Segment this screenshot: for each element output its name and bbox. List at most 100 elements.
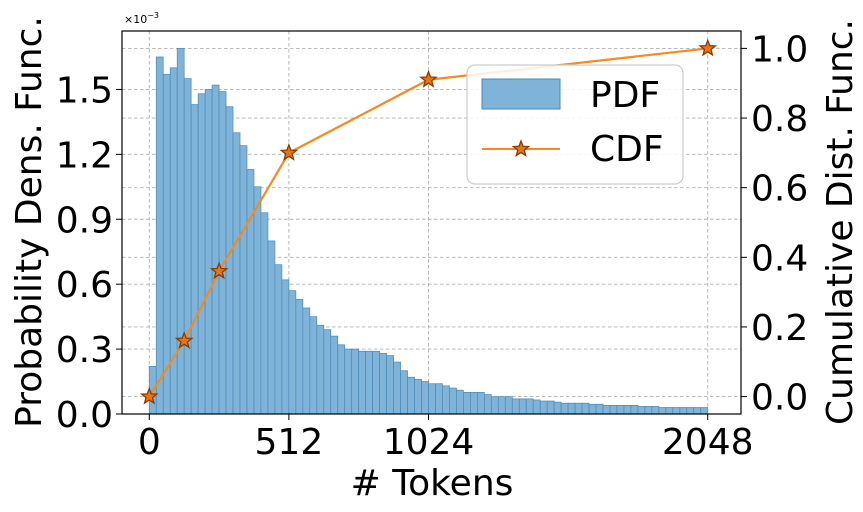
pdf-bar bbox=[616, 404, 625, 415]
pdf-bar bbox=[456, 389, 464, 415]
y-right-axis-label: Cumulative Dist. Func. bbox=[820, 19, 861, 425]
pdf-bar bbox=[323, 329, 332, 415]
pdf-bar bbox=[211, 84, 220, 415]
pdf-bar bbox=[414, 379, 422, 415]
x-tick-label: 2048 bbox=[662, 422, 754, 463]
pdf-bar bbox=[665, 407, 674, 415]
pdf-bar bbox=[155, 56, 164, 415]
pdf-bar bbox=[435, 383, 443, 415]
pdf-bar bbox=[386, 355, 394, 415]
pdf-bar bbox=[330, 335, 339, 415]
pdf-bar bbox=[483, 394, 492, 415]
pdf-bar bbox=[602, 404, 611, 415]
pdf-bar bbox=[490, 396, 499, 415]
pdf-bar bbox=[470, 392, 478, 415]
pdf-bar bbox=[477, 392, 485, 415]
pdf-bar bbox=[658, 407, 667, 415]
pdf-bar bbox=[183, 78, 192, 415]
x-axis-label: # Tokens bbox=[351, 463, 514, 504]
pdf-bar bbox=[176, 47, 185, 415]
pdf-bar bbox=[274, 264, 283, 415]
x-axis: 0 512 1024 2048 bbox=[138, 414, 754, 463]
y-left-axis-label: Probability Dens. Func. bbox=[9, 16, 50, 428]
y-right-tick-label: 0.0 bbox=[751, 378, 808, 419]
legend-pdf-label: PDF bbox=[590, 75, 660, 116]
pdf-bar bbox=[644, 406, 653, 415]
pdf-bar bbox=[581, 402, 590, 415]
y-left-tick-label: 0.6 bbox=[56, 265, 113, 306]
x-tick-label: 1024 bbox=[383, 422, 475, 463]
pdf-bar bbox=[351, 348, 360, 415]
pdf-bar bbox=[358, 350, 367, 415]
left-axis-multiplier: ×10−3 bbox=[124, 11, 159, 26]
cdf-point bbox=[698, 38, 718, 57]
cdf-point bbox=[279, 143, 299, 161]
legend-cdf-marker bbox=[511, 139, 531, 157]
pdf-bar bbox=[560, 402, 569, 415]
pdf-bar bbox=[518, 398, 527, 415]
y-right-tick-label: 0.8 bbox=[751, 99, 808, 140]
cdf-point bbox=[209, 261, 229, 280]
pdf-bar bbox=[267, 240, 276, 415]
pdf-bar bbox=[511, 398, 520, 415]
y-right-tick-label: 0.2 bbox=[751, 308, 808, 349]
pdf-bar bbox=[204, 89, 213, 415]
pdf-bar bbox=[567, 402, 576, 415]
pdf-bar bbox=[407, 376, 415, 415]
pdf-bar bbox=[421, 381, 429, 415]
y-left-tick-label: 0.3 bbox=[56, 330, 113, 371]
pdf-bar bbox=[246, 169, 255, 415]
pdf-bar bbox=[239, 145, 248, 415]
pdf-bar bbox=[197, 93, 206, 415]
pdf-bar bbox=[295, 298, 304, 415]
cdf-point bbox=[139, 386, 159, 405]
pdf-bar bbox=[288, 290, 297, 415]
pdf-bar bbox=[672, 407, 681, 415]
pdf-bar bbox=[379, 353, 387, 415]
y-left-axis: 0.0 0.3 0.6 0.9 1.2 1.5 bbox=[56, 70, 122, 436]
pdf-bar bbox=[400, 370, 408, 415]
x-tick-label: 0 bbox=[138, 422, 161, 463]
pdf-bar bbox=[553, 401, 562, 415]
y-left-tick-label: 0.0 bbox=[56, 395, 113, 436]
pdf-bar bbox=[393, 361, 401, 415]
pdf-bar bbox=[651, 406, 660, 415]
pdf-bar bbox=[588, 403, 597, 415]
pdf-bar bbox=[281, 279, 290, 415]
pdf-bar bbox=[539, 400, 548, 415]
pdf-bar bbox=[595, 403, 604, 415]
pdf-bar bbox=[316, 324, 325, 415]
y-right-tick-label: 1.0 bbox=[751, 29, 808, 70]
y-left-tick-label: 1.5 bbox=[56, 70, 113, 111]
x-tick-label: 512 bbox=[255, 422, 324, 463]
pdf-bar bbox=[679, 407, 688, 415]
y-right-axis: 0.0 0.2 0.4 0.6 0.8 1.0 bbox=[741, 29, 808, 419]
pdf-bar bbox=[372, 350, 380, 415]
pdf-bar bbox=[630, 404, 639, 415]
pdf-bar bbox=[693, 407, 702, 415]
legend-pdf-swatch bbox=[481, 78, 561, 110]
pdf-bar bbox=[428, 383, 436, 415]
pdf-bar bbox=[365, 350, 374, 415]
pdf-bar bbox=[337, 344, 346, 415]
pdf-bar bbox=[609, 404, 618, 415]
cdf-point bbox=[419, 69, 438, 88]
pdf-bar bbox=[463, 392, 471, 415]
y-right-tick-label: 0.6 bbox=[751, 169, 808, 210]
pdf-bar bbox=[532, 399, 541, 415]
pdf-bar bbox=[260, 212, 269, 415]
pdf-bar bbox=[309, 316, 318, 415]
y-right-tick-label: 0.4 bbox=[751, 238, 808, 279]
pdf-bar bbox=[637, 406, 646, 415]
pdf-bar bbox=[344, 348, 353, 415]
pdf-bar bbox=[218, 91, 227, 415]
pdf-bar bbox=[302, 307, 311, 415]
pdf-bar bbox=[190, 104, 199, 415]
pdf-bar bbox=[574, 402, 583, 415]
legend: PDF CDF bbox=[466, 64, 684, 185]
pdf-bar bbox=[442, 385, 450, 415]
pdf-bar bbox=[449, 387, 457, 415]
pdf-bar bbox=[225, 106, 234, 415]
pdf-bar bbox=[525, 398, 534, 415]
